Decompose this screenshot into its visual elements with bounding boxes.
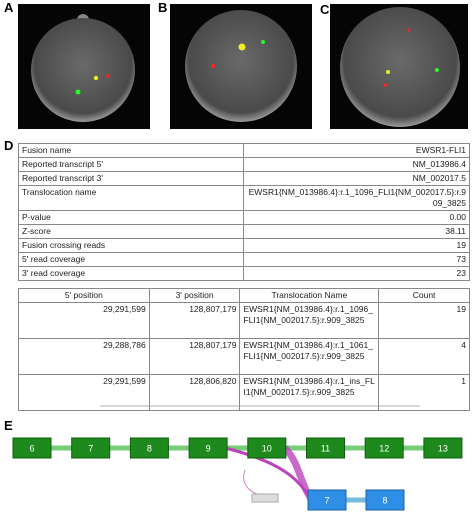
exon [306, 437, 345, 459]
microscopy-images [18, 4, 468, 129]
exon-label: 9 [206, 444, 211, 454]
cell [31, 18, 135, 122]
exon [247, 437, 287, 459]
table-cell: Translocation Name [239, 288, 380, 303]
signal [435, 68, 439, 72]
exon-label: 6 [29, 444, 34, 454]
exon-label: 7 [324, 496, 329, 506]
exon-label: 8 [147, 444, 152, 454]
table-row: 29,291,599 128,807,179 EWSR1{NM_013986.4}:… [18, 302, 470, 339]
signal [211, 64, 215, 68]
table-cell: Reported transcript 3' [18, 171, 244, 186]
fusion-arc [243, 469, 271, 497]
signal [407, 28, 411, 32]
panel-label: B [158, 0, 168, 15]
table-row: 29,291,599 128,806,820 EWSR1{NM_013986.4}:… [18, 374, 470, 411]
table-cell: NM_002017.5 [243, 171, 470, 186]
table-cell: 73 [243, 252, 470, 267]
table-row: Fusion crossing reads 19 [18, 238, 470, 253]
table-row: Fusion name EWSR1-FLI1 [18, 143, 470, 158]
table-row: Reported transcript 5' NM_013986.4 [18, 157, 470, 172]
table-cell: 0.00 [243, 210, 470, 225]
table-cell: 19 [243, 238, 470, 253]
table-row: P-value 0.00 [18, 210, 470, 225]
panel-label: C [320, 2, 330, 17]
exon [365, 489, 405, 511]
exon [12, 437, 52, 459]
table-cell: 128,807,179 [148, 338, 241, 375]
panel-label: D [4, 138, 14, 153]
table-row: 29,288,786 128,807,179 EWSR1{NM_013986.4}:… [18, 338, 470, 375]
table-cell: P-value [18, 210, 244, 225]
cell [185, 10, 297, 122]
table-row: 5' read coverage 73 [18, 252, 470, 267]
signal [383, 83, 387, 87]
table-row: 3' read coverage 23 [18, 266, 470, 281]
table-cell: 29,291,599 [18, 302, 150, 339]
exon [71, 437, 111, 459]
table-row: Z-score 38.11 [18, 224, 470, 239]
signal [238, 43, 246, 51]
exon [307, 489, 347, 511]
table-row: Translocation name EWSR1{NM_013986.4}:r.1… [18, 185, 470, 211]
table-cell: Count [378, 288, 470, 303]
exon-label: 12 [379, 444, 389, 454]
table-cell: 29,288,786 [18, 338, 150, 375]
exon-label: 8 [382, 496, 387, 506]
table-cell: EWSR1-FLI1 [243, 143, 470, 158]
table-cell: Reported transcript 5' [18, 157, 244, 172]
exon-label: 10 [262, 444, 272, 454]
cell [340, 7, 460, 127]
table-cell: 19 [378, 302, 470, 339]
table-cell: Fusion crossing reads [18, 238, 244, 253]
table-cell: 23 [243, 266, 470, 281]
exon [423, 437, 463, 459]
panel-label: E [4, 418, 13, 433]
exon-label: 7 [88, 444, 93, 454]
signal [93, 75, 99, 81]
exon [129, 437, 169, 459]
table-cell: 3' position [148, 288, 241, 303]
table-cell: 38.11 [243, 224, 470, 239]
table-header-row: 5' position 3' position Translocation Name… [18, 288, 470, 303]
exon-label: 11 [321, 444, 330, 454]
table-row: Reported transcript 3' NM_002017.5 [18, 171, 470, 186]
fusion-diagram: 6 7 8 9 10 11 12 13 7 8 [12, 405, 463, 511]
table-cell: Z-score [18, 224, 244, 239]
table-cell: Fusion name [18, 143, 244, 158]
table-cell: 5' position [18, 288, 150, 303]
ins-box [251, 493, 279, 503]
table-cell: EWSR1{NM_013986.4}:r.1_1061_FLI1{NM_0020… [239, 338, 380, 375]
exon [188, 437, 228, 459]
table-cell: NM_013986.4 [243, 157, 470, 172]
fusion-table: Fusion name EWSR1-FLI1 Reported transcript… [18, 143, 470, 281]
table-cell: EWSR1{NM_013986.4}:r.1_ins_FLI1{NM_00201… [239, 374, 380, 411]
table-cell: EWSR1{NM_013986.4}:r.1_1096_FLI1{NM_0020… [243, 185, 470, 211]
exon [364, 437, 404, 459]
panel-label: A [4, 0, 14, 15]
position-table: 5' position 3' position Translocation Name… [18, 288, 470, 411]
table-cell: Translocation name [18, 185, 244, 211]
table-cell: EWSR1{NM_013986.4}:r.1_1096_FLI1{NM_0020… [239, 302, 380, 339]
table-cell: 128,807,179 [148, 302, 241, 339]
signal [75, 89, 81, 95]
signal [106, 74, 110, 78]
signal [386, 70, 390, 74]
table-cell: 5' read coverage [18, 252, 244, 267]
table-cell: 4 [378, 338, 470, 375]
table-cell: 3' read coverage [18, 266, 244, 281]
signal [261, 40, 265, 44]
table-cell: 128,806,820 [148, 374, 241, 411]
table-cell: 1 [378, 374, 470, 411]
exon-label: 13 [438, 444, 448, 454]
